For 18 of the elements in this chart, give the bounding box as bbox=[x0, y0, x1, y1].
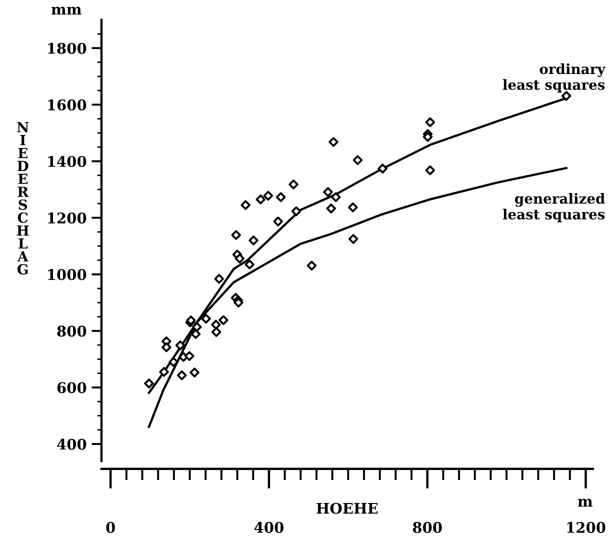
series-label: ordinary least squares bbox=[502, 63, 606, 93]
y-tick-label: 1600 bbox=[48, 99, 86, 110]
y-tick-label: 600 bbox=[57, 382, 86, 394]
text: mm bbox=[51, 6, 82, 15]
x-tick-label: 0 bbox=[106, 522, 115, 533]
x-tick-label: 800 bbox=[412, 522, 442, 533]
x-axis-title: HOEHE bbox=[316, 502, 378, 514]
y-tick-label: 1400 bbox=[48, 156, 86, 167]
text: NIEDERSCHLAG bbox=[16, 122, 29, 275]
y-tick-label: 1000 bbox=[48, 269, 86, 280]
y-tick-label: 1200 bbox=[48, 212, 86, 224]
y-tick-label: 400 bbox=[57, 438, 86, 450]
y-tick-label: 1800 bbox=[48, 42, 86, 54]
text: m bbox=[578, 498, 593, 507]
x-tick-label: 400 bbox=[254, 522, 284, 533]
y-tick-label: 800 bbox=[57, 326, 86, 337]
series-label: generalized least squares bbox=[502, 193, 605, 222]
x-tick-label: 1200 bbox=[567, 522, 606, 533]
